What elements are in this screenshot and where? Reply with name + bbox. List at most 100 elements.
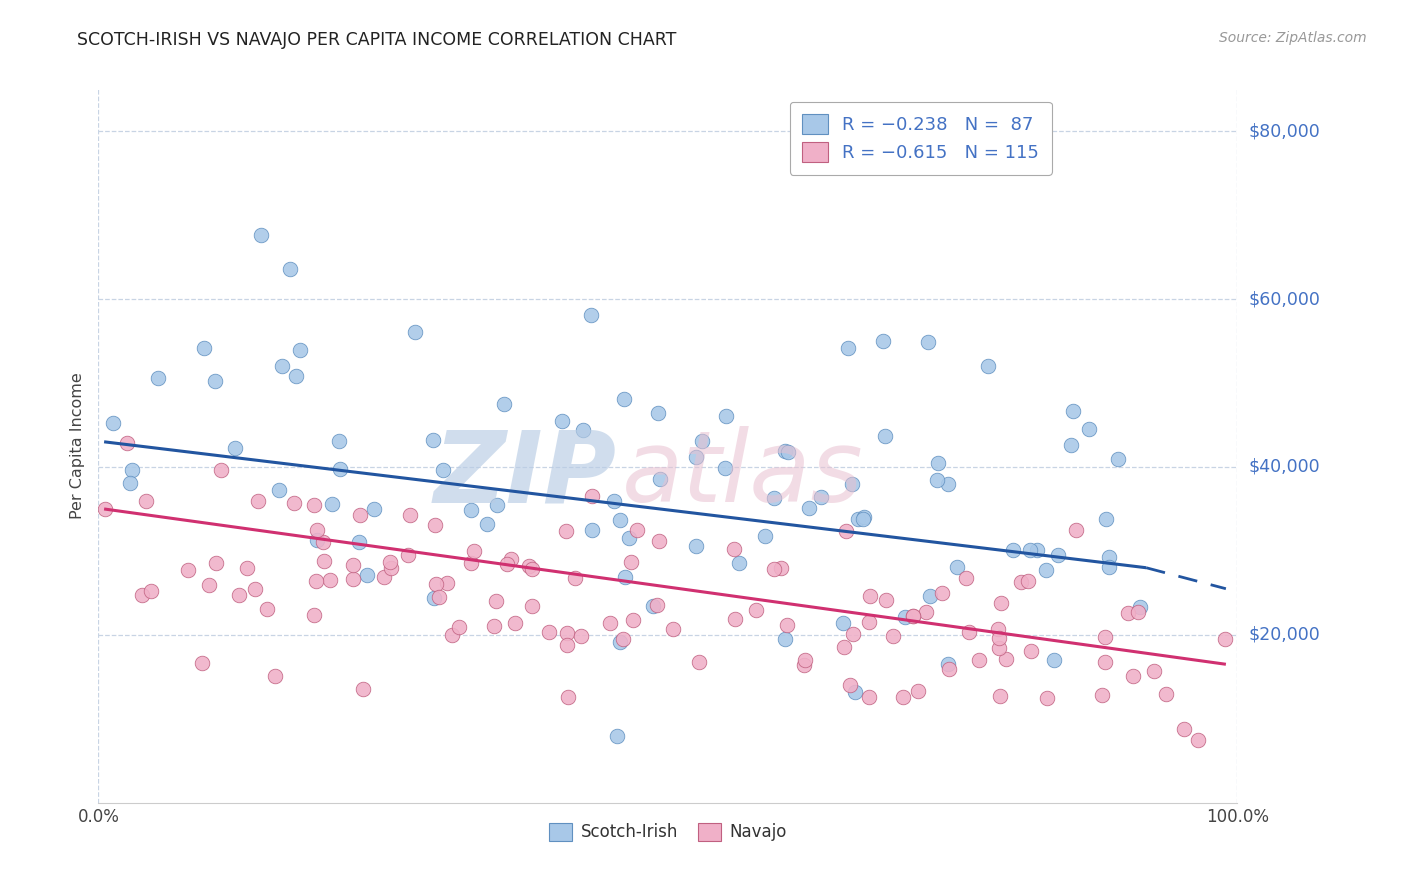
Point (436, 576, 458, 591)
Point (1019, 644, 1042, 658)
Point (356, 568, 378, 582)
Point (363, 502, 385, 516)
Point (967, 653, 990, 667)
Point (564, 571, 586, 585)
Point (288, 343, 311, 357)
Point (380, 556, 402, 570)
Point (927, 473, 949, 487)
Point (837, 341, 859, 355)
Point (793, 657, 815, 672)
Point (927, 456, 949, 470)
Point (342, 558, 364, 572)
Point (1107, 452, 1129, 467)
Point (1036, 690, 1059, 705)
Point (284, 368, 307, 383)
Point (224, 441, 246, 455)
Point (769, 561, 792, 575)
Point (641, 599, 664, 613)
Point (228, 588, 250, 602)
Point (352, 681, 374, 696)
Point (463, 544, 485, 558)
Point (938, 661, 960, 675)
Point (555, 626, 578, 640)
Point (305, 574, 328, 588)
Point (460, 503, 482, 517)
Point (271, 359, 294, 374)
Point (859, 590, 882, 604)
Point (256, 602, 278, 616)
Point (486, 498, 509, 512)
Point (609, 513, 631, 527)
Point (873, 429, 896, 443)
Point (581, 489, 603, 503)
Point (1078, 421, 1101, 435)
Point (626, 523, 648, 537)
Point (773, 443, 796, 458)
Point (931, 586, 953, 600)
Point (606, 729, 628, 743)
Point (858, 690, 880, 704)
Point (903, 609, 925, 624)
Point (494, 397, 516, 411)
Legend: Scotch-Irish, Navajo: Scotch-Irish, Navajo (543, 816, 793, 848)
Point (245, 582, 267, 596)
Point (551, 413, 574, 427)
Point (773, 632, 796, 646)
Point (1094, 630, 1116, 644)
Point (915, 605, 938, 619)
Point (1187, 733, 1209, 747)
Point (988, 690, 1011, 704)
Point (1046, 548, 1069, 562)
Point (522, 599, 544, 614)
Point (1116, 606, 1139, 620)
Point (537, 624, 560, 639)
Text: Source: ZipAtlas.com: Source: ZipAtlas.com (1219, 31, 1367, 45)
Point (1064, 523, 1087, 537)
Point (714, 409, 737, 423)
Point (581, 308, 603, 322)
Point (1035, 563, 1057, 577)
Point (121, 463, 143, 477)
Point (423, 591, 446, 606)
Point (460, 556, 482, 570)
Point (572, 423, 595, 437)
Point (1060, 437, 1083, 451)
Point (842, 627, 865, 641)
Point (581, 524, 603, 538)
Point (380, 560, 402, 574)
Point (841, 476, 863, 491)
Point (283, 496, 305, 510)
Point (688, 655, 710, 669)
Point (875, 592, 897, 607)
Point (662, 622, 685, 636)
Point (987, 640, 1010, 655)
Point (115, 436, 138, 450)
Point (613, 392, 636, 407)
Point (139, 583, 162, 598)
Text: $80,000: $80,000 (1249, 122, 1320, 140)
Point (603, 493, 626, 508)
Point (1019, 543, 1042, 558)
Point (1129, 599, 1152, 614)
Point (946, 560, 969, 574)
Point (131, 589, 153, 603)
Point (599, 615, 621, 630)
Point (645, 598, 668, 612)
Point (685, 450, 707, 465)
Point (619, 555, 641, 569)
Point (94, 502, 117, 516)
Point (713, 461, 735, 475)
Point (647, 406, 669, 420)
Text: $60,000: $60,000 (1249, 290, 1320, 308)
Point (503, 616, 526, 631)
Point (987, 622, 1010, 636)
Point (484, 594, 506, 608)
Point (957, 624, 980, 639)
Point (278, 261, 301, 276)
Point (135, 494, 157, 508)
Point (319, 574, 342, 588)
Point (302, 498, 325, 512)
Point (1094, 655, 1116, 669)
Text: $20,000: $20,000 (1249, 626, 1320, 644)
Y-axis label: Per Capita Income: Per Capita Income (70, 373, 86, 519)
